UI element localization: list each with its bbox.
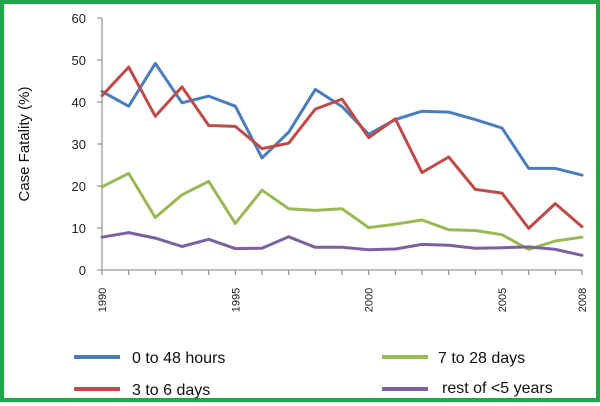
x-tick-label: 1995 — [230, 288, 242, 312]
y-tick-label: 50 — [72, 53, 86, 68]
y-axis-label: Case Fatality (%) — [16, 86, 33, 201]
line-chart: 0 10 20 30 40 50 60 1990 1995 2000 2005 2008 Case … — [16, 11, 589, 399]
series-line-3 — [100, 171, 584, 251]
y-tick-labels: 0 10 20 30 40 50 60 — [72, 11, 86, 278]
series-line-4 — [100, 231, 584, 257]
y-tick-label: 60 — [72, 11, 86, 26]
x-tick-label: 2005 — [497, 288, 509, 312]
y-tick-label: 10 — [72, 221, 86, 236]
x-tick-label: 2000 — [364, 288, 376, 312]
y-tick-label: 30 — [72, 137, 86, 152]
y-tick-label: 40 — [72, 95, 86, 110]
legend-label-4: rest of <5 years — [442, 380, 553, 397]
x-tick-label: 1990 — [97, 288, 109, 312]
x-tick-label: 2008 — [577, 288, 589, 312]
series-lines — [100, 61, 584, 257]
series-line-1 — [100, 61, 584, 177]
x-tick-labels: 1990 1995 2000 2005 2008 — [97, 288, 589, 312]
chart-axes — [97, 17, 583, 275]
legend-label-3: 7 to 28 days — [438, 350, 525, 367]
y-tick-label: 0 — [79, 263, 86, 278]
series-line-2 — [100, 65, 584, 230]
legend-label-2: 3 to 6 days — [132, 382, 210, 399]
legend: 0 to 48 hours 3 to 6 days 7 to 28 days rest… — [74, 350, 553, 399]
legend-label-1: 0 to 48 hours — [132, 350, 225, 367]
y-tick-label: 20 — [72, 179, 86, 194]
